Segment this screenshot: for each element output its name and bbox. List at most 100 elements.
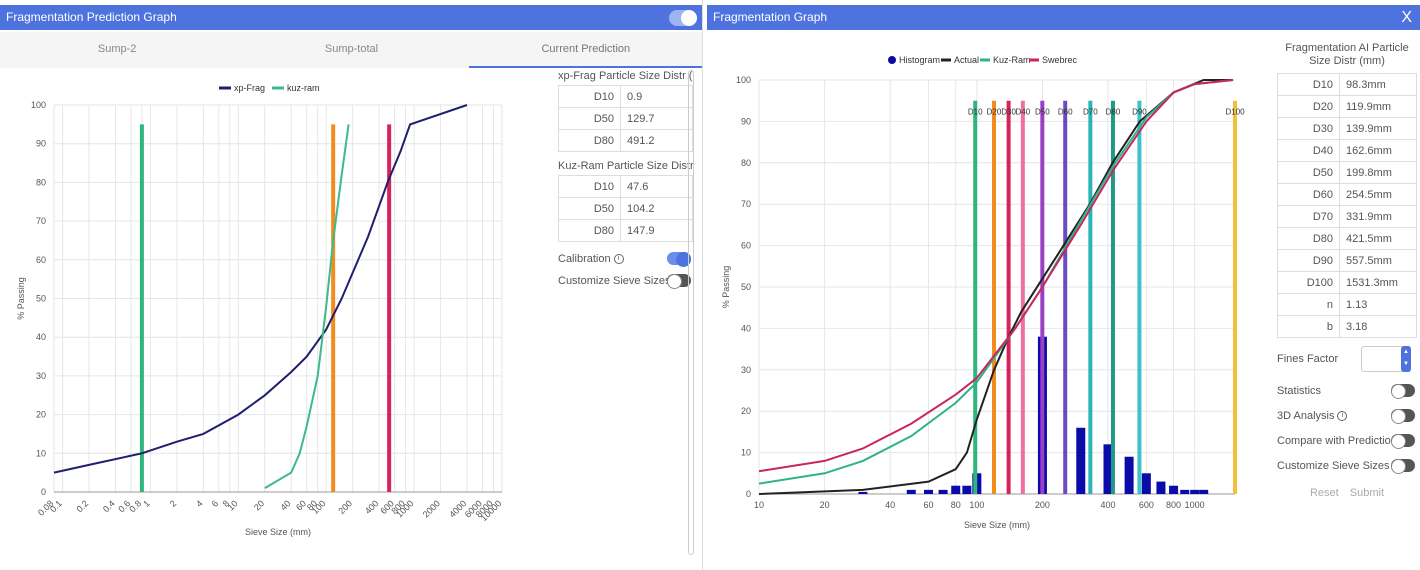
marker-label: D90 xyxy=(1132,108,1147,117)
table-key: D80 xyxy=(558,219,621,242)
x-tick-label: 0.2 xyxy=(74,498,90,514)
info-icon[interactable]: i xyxy=(613,254,624,265)
y-tick-label: 40 xyxy=(741,323,751,333)
y-tick-label: 80 xyxy=(741,158,751,168)
table-row: D20 119.9mm xyxy=(1277,95,1417,118)
y-tick-label: 10 xyxy=(741,448,751,458)
x-tick-label: 600 xyxy=(1139,500,1154,510)
close-icon[interactable]: X xyxy=(1401,9,1412,26)
table-key: D50 xyxy=(1277,161,1340,184)
histogram-bar xyxy=(1190,489,1200,494)
table-value: 104.2 xyxy=(620,197,693,220)
table-row: D30 139.9mm xyxy=(1277,117,1417,140)
y-tick-label: 70 xyxy=(36,216,46,226)
x-tick-label: 10 xyxy=(226,498,240,512)
y-tick-label: 80 xyxy=(36,177,46,187)
legend-label: Histogram xyxy=(899,55,940,65)
y-tick-label: 0 xyxy=(746,489,751,499)
xpfrag-table-title: xp-Frag Particle Size Distr (mm) xyxy=(558,70,693,82)
x-tick-label: 2 xyxy=(168,498,179,509)
marker-label: D70 xyxy=(1083,108,1098,117)
table-key: D70 xyxy=(1277,205,1340,228)
histogram-bar xyxy=(924,489,934,494)
tab-bar: Sump-2 Sump-total Current Prediction xyxy=(0,32,702,68)
table-row: D10 98.3mm xyxy=(1277,73,1417,96)
fines-factor-label: Fines Factor xyxy=(1277,353,1339,365)
x-axis-label: Sieve Size (mm) xyxy=(964,520,1030,530)
table-key: D50 xyxy=(558,107,621,130)
table-value: 199.8mm xyxy=(1339,161,1417,184)
x-tick-label: 1 xyxy=(141,498,152,509)
table-key: D30 xyxy=(1277,117,1340,140)
reset-button[interactable]: Reset xyxy=(1309,487,1339,499)
table-row: D10 0.9 xyxy=(558,85,693,108)
table-key: D100 xyxy=(1277,271,1340,294)
x-tick-label: 0.4 xyxy=(101,498,117,514)
marker-label: D20 xyxy=(987,108,1002,117)
table-value: 98.3mm xyxy=(1339,73,1417,96)
x-tick-label: 1000 xyxy=(1185,500,1205,510)
customize-sieve-toggle[interactable] xyxy=(1391,459,1415,474)
table-value: 421.5mm xyxy=(1339,227,1417,250)
ai-table-title: Fragmentation AI Particle Size Distr (mm… xyxy=(1285,42,1409,67)
y-tick-label: 30 xyxy=(36,371,46,381)
y-tick-label: 50 xyxy=(741,282,751,292)
customize-sieve-toggle[interactable] xyxy=(667,274,691,289)
compare-label: Compare with Prediction xyxy=(1277,435,1397,447)
table-row: D50 129.7 xyxy=(558,107,693,130)
compare-toggle[interactable] xyxy=(1391,434,1415,449)
histogram-bar xyxy=(1199,489,1209,494)
panel-toggle[interactable] xyxy=(669,10,697,26)
submit-button[interactable]: Submit xyxy=(1349,487,1385,499)
prediction-panel: Fragmentation Prediction Graph Sump-2 Su… xyxy=(0,0,703,570)
prediction-chart: 0 10 20 30 40 50 60 70 80 90 100 0.08 0.1 0.2 0.4 0.6 0.… xyxy=(6,70,552,555)
table-key: D10 xyxy=(558,85,621,108)
marker-label: D10 xyxy=(968,108,983,117)
table-value: 147.9 xyxy=(620,219,693,242)
histogram-bar xyxy=(1141,473,1151,494)
x-tick-label: 2000 xyxy=(421,498,442,519)
tab-sump-2[interactable]: Sump-2 xyxy=(97,43,137,55)
statistics-row: Statistics xyxy=(1277,380,1417,402)
customize-sieve-label: Customize Sieve Sizes xyxy=(558,275,671,287)
calibration-toggle[interactable] xyxy=(667,252,691,267)
x-tick-label: 8 xyxy=(221,498,232,509)
legend-label: xp-Frag xyxy=(234,83,265,93)
fragmentation-sidebar: Fragmentation AI Particle Size Distr (mm… xyxy=(1277,40,1417,499)
3d-analysis-toggle[interactable] xyxy=(1391,409,1415,424)
fines-factor-input[interactable]: ▲ ▼ xyxy=(1361,346,1411,372)
marker-label: D50 xyxy=(1035,108,1050,117)
x-tick-label: 6 xyxy=(210,498,221,509)
x-tick-label: 60 xyxy=(924,500,934,510)
y-tick-label: 100 xyxy=(736,75,751,85)
histogram-bar xyxy=(1180,489,1190,494)
table-value: 331.9mm xyxy=(1339,205,1417,228)
table-key: D60 xyxy=(1277,183,1340,206)
spinner-icon[interactable]: ▲ ▼ xyxy=(1401,346,1411,372)
info-icon[interactable]: i xyxy=(1337,411,1348,422)
fragmentation-titlebar: Fragmentation Graph X xyxy=(707,5,1420,30)
table-row: D80 147.9 xyxy=(558,219,693,242)
x-tick-label: 40 xyxy=(885,500,895,510)
table-row: D80 491.2 xyxy=(558,129,693,152)
histogram-bar xyxy=(1124,456,1134,494)
tab-current-prediction[interactable]: Current Prediction xyxy=(468,32,702,68)
x-tick-label: 20 xyxy=(252,498,266,512)
x-tick-label: 200 xyxy=(1035,500,1050,510)
table-key: D80 xyxy=(1277,227,1340,250)
sidebar-scrollbar[interactable] xyxy=(688,70,694,555)
customize-sieve-label: Customize Sieve Sizes xyxy=(1277,460,1390,472)
table-value: 254.5mm xyxy=(1339,183,1417,206)
x-axis-label: Sieve Size (mm) xyxy=(245,527,311,537)
y-tick-label: 20 xyxy=(36,410,46,420)
table-value: 47.6 xyxy=(620,175,693,198)
y-tick-label: 90 xyxy=(741,116,751,126)
y-tick-label: 0 xyxy=(41,487,46,497)
statistics-toggle[interactable] xyxy=(1391,384,1415,399)
legend-label: Kuz-Ram xyxy=(993,55,1031,65)
table-key: D90 xyxy=(1277,249,1340,272)
x-tick-label: 400 xyxy=(1100,500,1115,510)
tab-sump-total[interactable]: Sump-total xyxy=(324,43,379,55)
x-tick-label: 4 xyxy=(194,498,205,509)
